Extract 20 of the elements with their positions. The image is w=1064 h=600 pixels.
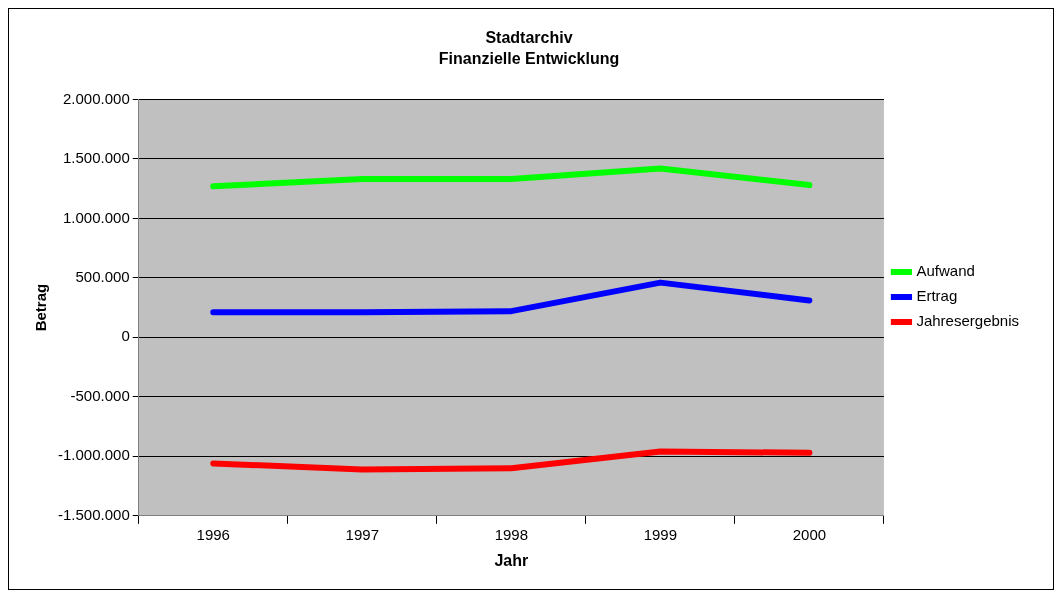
x-tick-label: 1999 <box>643 525 678 543</box>
x-tick-label: 1996 <box>196 525 230 543</box>
y-tick-label: 1.500.000 <box>62 149 130 167</box>
y-tick-label: 2.000.000 <box>62 89 130 107</box>
x-tick-label: 1998 <box>494 525 529 543</box>
y-axis-title: Betrag <box>32 283 50 332</box>
y-tick-label: 1.000.000 <box>62 208 130 226</box>
y-tick-label: 0 <box>121 327 130 345</box>
legend-label: Ertrag <box>916 287 958 305</box>
y-tick-label: 500.000 <box>75 268 130 285</box>
x-axis-title: Jahr <box>494 551 529 569</box>
y-tick-label: -500.000 <box>70 386 130 404</box>
chart-subtitle: Finanzielle Entwicklung <box>438 50 620 68</box>
y-tick-label: -1.500.000 <box>57 505 130 523</box>
y-tick-label: -1.000.000 <box>57 446 130 464</box>
legend-label: Aufwand <box>916 262 975 280</box>
legend-label: Jahresergebnis <box>916 312 1019 330</box>
x-tick-label: 1997 <box>345 525 379 543</box>
chart-title: Stadtarchiv <box>485 29 573 47</box>
x-tick-label: 2000 <box>792 525 827 543</box>
